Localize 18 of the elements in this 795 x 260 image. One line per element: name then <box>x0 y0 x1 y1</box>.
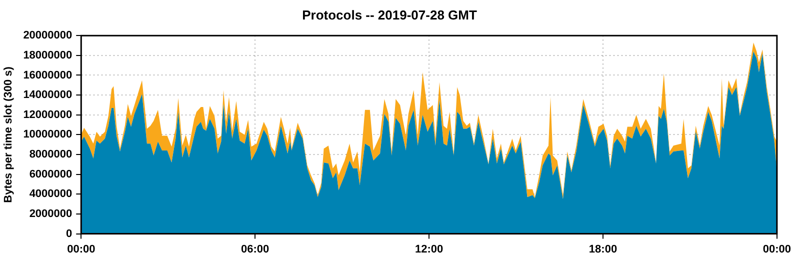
x-tick-label: 12:00 <box>414 243 444 256</box>
x-tick-label: 06:00 <box>241 243 270 256</box>
x-tick-label: 00:00 <box>67 243 96 256</box>
x-tick-label: 18:00 <box>588 243 618 256</box>
y-tick-label: 4000000 <box>29 188 72 200</box>
y-tick-label: 6000000 <box>29 168 72 180</box>
y-tick-label: 18000000 <box>23 49 72 62</box>
y-tick-label: 20000000 <box>23 30 72 42</box>
y-tick-label: 10000000 <box>23 128 72 141</box>
y-tick-label: 2000000 <box>29 208 72 220</box>
y-tick-label: 12000000 <box>23 108 72 121</box>
y-tick-label: 16000000 <box>23 69 72 82</box>
y-tick-label: 8000000 <box>29 148 72 161</box>
chart-title: Protocols -- 2019-07-28 GMT <box>302 7 477 22</box>
y-tick-label: 0 <box>66 228 72 240</box>
y-axis-title: Bytes per time slot (300 s) <box>2 66 15 203</box>
x-tick-label: 00:00 <box>762 243 792 256</box>
y-tick-label: 14000000 <box>23 89 72 102</box>
